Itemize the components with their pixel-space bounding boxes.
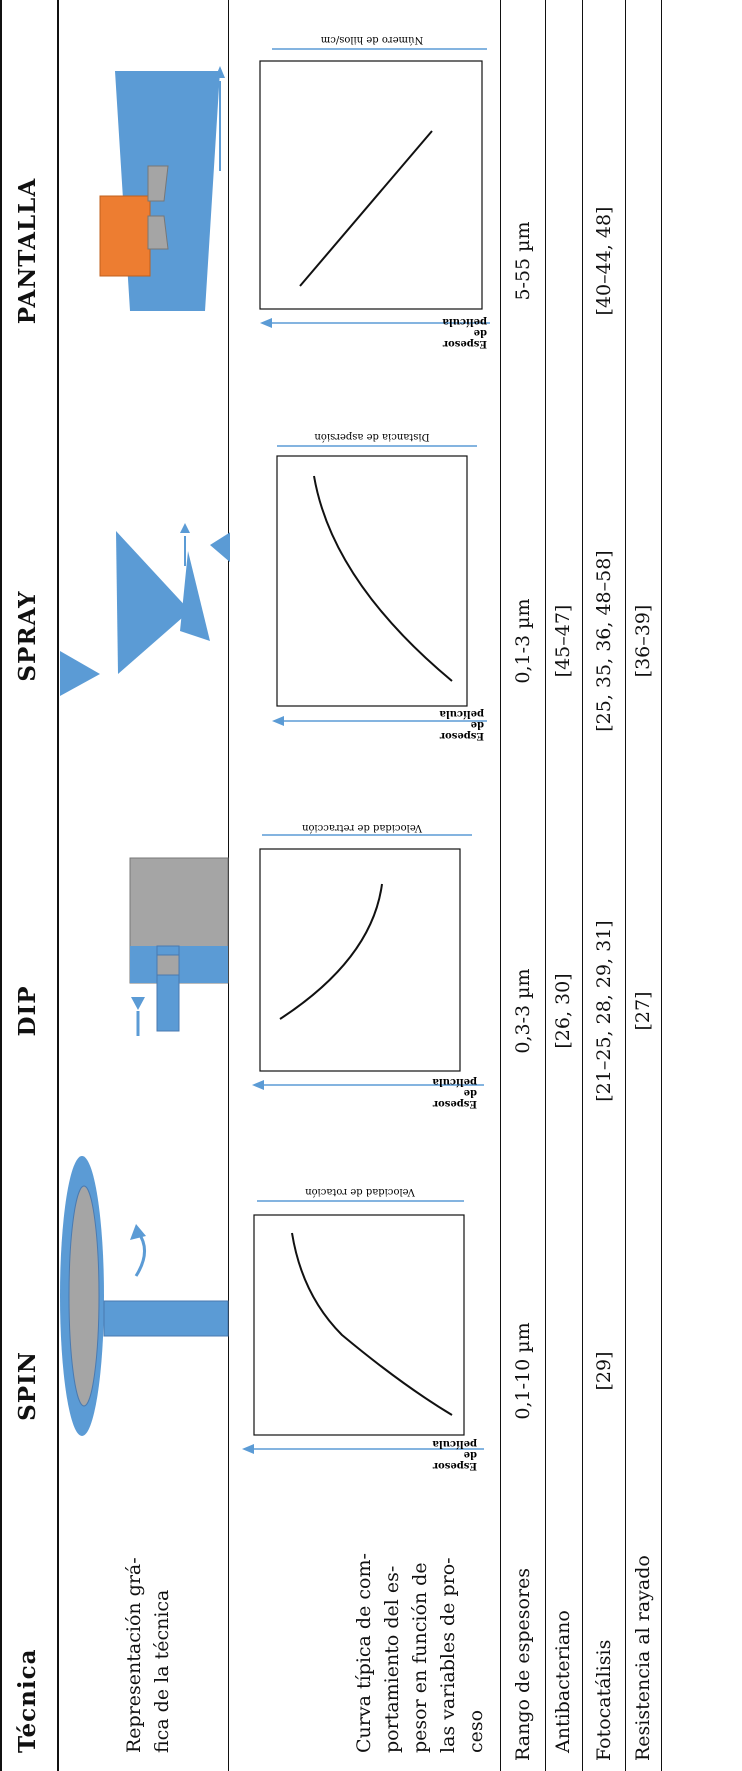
- spin-arrow-head: [130, 1224, 146, 1240]
- row-representation-label: Representación grá- fica de la técnica: [123, 1557, 173, 1753]
- dip-curve-chart: Velocidad de retracción Espesor de pelíc…: [252, 822, 484, 1109]
- spin-x-label: Velocidad de rotación: [305, 1186, 416, 1197]
- dip-illustration: [129, 857, 229, 1036]
- rule-row3: [545, 0, 546, 1771]
- screen-curve-chart: Número de hilos/cm Espesor de película: [259, 34, 490, 349]
- dip-y-label-2: de: [464, 1087, 477, 1098]
- screen-mesh-1: [147, 165, 169, 202]
- spray-y-label-1: Espesor: [439, 730, 484, 741]
- row-curve-label: Curva típica de com- portamiento del es-…: [353, 1553, 487, 1753]
- spray-x-label: Distancia de aspersión: [314, 431, 430, 442]
- spray-illustration: [60, 523, 230, 696]
- antibacterial-spray: [45–47]: [552, 604, 574, 678]
- header-spin: SPIN: [14, 1351, 41, 1421]
- spray-plot-frame: [276, 455, 468, 707]
- spin-y-label-3: película: [432, 1438, 477, 1449]
- photocatalysis-dip: [21–25, 28, 29, 31]: [593, 920, 615, 1102]
- dip-arrow-head: [131, 997, 145, 1010]
- dip-substrate-coat: [156, 954, 180, 976]
- spin-rotation-arrow: [134, 1231, 146, 1277]
- screen-y-label-1: Espesor: [442, 338, 487, 349]
- rule-top: [0, 0, 2, 1771]
- spray-curve-chart: Distancia de aspersión Espesor de pelícu…: [272, 431, 487, 741]
- rule-header: [57, 0, 59, 1771]
- spin-disc-inner: [68, 1185, 100, 1407]
- screen-illustration: [99, 66, 225, 311]
- spin-y-label-2: de: [464, 1449, 477, 1460]
- spray-arrow-head: [180, 523, 190, 533]
- spray-y-label-2: de: [471, 719, 484, 730]
- dip-x-label: Velocidad de retracción: [301, 822, 423, 833]
- dip-plot-frame: [259, 848, 461, 1072]
- header-pantalla: PANTALLA: [14, 177, 41, 325]
- screen-plot-frame: [259, 60, 483, 310]
- antibacterial-dip: [26, 30]: [552, 973, 574, 1049]
- scratch-dip: [27]: [632, 991, 654, 1031]
- dip-curve: [279, 883, 383, 1020]
- range-dip: 0,3-3 µm: [512, 968, 534, 1054]
- screen-arrow-head: [215, 66, 225, 78]
- spin-y-label-1: Espesor: [432, 1460, 477, 1471]
- rule-row5: [625, 0, 626, 1771]
- screen-mesh-2: [147, 215, 169, 250]
- spin-shaft: [103, 1300, 229, 1337]
- spray-arm: [116, 531, 190, 674]
- header-spray: SPRAY: [14, 590, 41, 682]
- dip-y-label-1: Espesor: [432, 1098, 477, 1109]
- spray-head: [210, 523, 230, 575]
- dip-y-label-3: película: [432, 1076, 477, 1087]
- screen-y-label-3: película: [442, 316, 487, 327]
- spray-curve: [313, 475, 453, 682]
- scratch-spray: [36–39]: [632, 604, 654, 678]
- range-spin: 0,1-10 µm: [512, 1322, 534, 1420]
- screen-squeegee: [99, 195, 151, 277]
- range-spray: 0,1-3 µm: [512, 598, 534, 684]
- spray-body: [180, 551, 210, 641]
- rule-bottom: [661, 0, 662, 1771]
- spin-curve-chart: Velocidad de rotación Espesor de películ…: [242, 1186, 484, 1471]
- screen-y-label-2: de: [474, 327, 487, 338]
- screen-x-label: Número de hilos/cm: [320, 34, 423, 45]
- photocatalysis-spray: [25, 35, 36, 48–58]: [593, 550, 615, 732]
- range-pantalla: 5-55 µm: [512, 221, 534, 301]
- photocatalysis-spin: [29]: [593, 1351, 615, 1391]
- photocatalysis-pantalla: [40–44, 48]: [593, 206, 615, 316]
- spin-curve: [291, 1232, 453, 1416]
- spin-plot-frame: [253, 1214, 465, 1436]
- row-range-label: Rango de espesores: [512, 1567, 534, 1761]
- rule-row4: [582, 0, 583, 1771]
- header-technique: Técnica: [14, 1648, 41, 1753]
- row-photocatalysis-label: Fotocatálisis: [593, 1639, 615, 1761]
- rule-row2: [500, 0, 501, 1771]
- row-antibacterial-label: Antibacteriano: [552, 1610, 574, 1753]
- row-scratch-label: Resistencia al rayado: [632, 1555, 654, 1761]
- spray-nozzle-base: [60, 651, 100, 696]
- screen-curve: [299, 130, 433, 287]
- header-dip: DIP: [14, 985, 41, 1037]
- spin-illustration: [60, 1156, 229, 1436]
- spray-y-label-3: película: [439, 708, 484, 719]
